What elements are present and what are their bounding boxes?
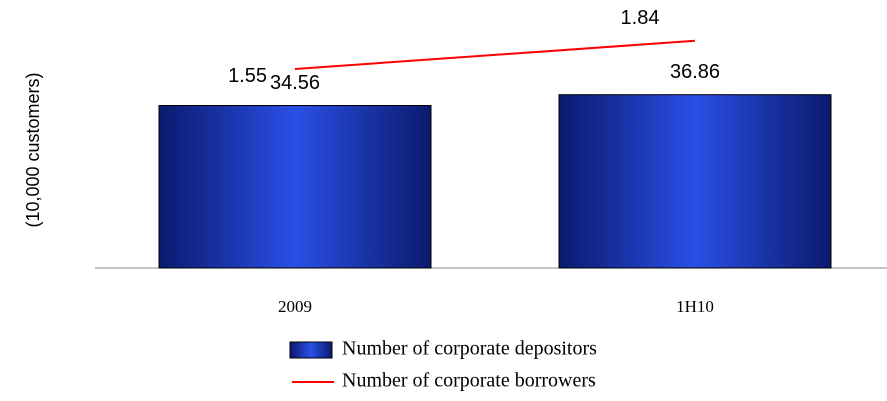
data-label: 34.56 bbox=[270, 72, 320, 94]
bar bbox=[158, 105, 432, 269]
x-tick-label: 2009 bbox=[278, 297, 312, 316]
legend-swatch bbox=[289, 341, 333, 359]
y-axis-title: (10,000 customers) bbox=[23, 72, 43, 227]
data-label: 1.55 bbox=[228, 65, 267, 87]
bar bbox=[558, 94, 832, 269]
legend-label: Number of corporate borrowers bbox=[342, 370, 596, 392]
data-label: 36.86 bbox=[670, 61, 720, 83]
line bbox=[294, 39, 696, 70]
legend-label: Number of corporate depositors bbox=[342, 338, 597, 360]
x-tick-label: 1H10 bbox=[676, 297, 714, 316]
data-label: 1.84 bbox=[621, 7, 660, 29]
